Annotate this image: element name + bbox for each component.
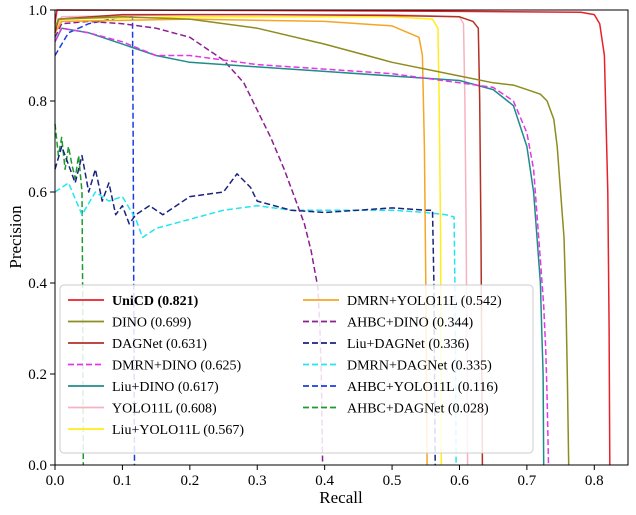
x-tick-label: 0.1 [113,473,132,489]
x-tick-label: 0.8 [585,473,604,489]
legend-label: DMRN+YOLO11L (0.542) [347,294,502,309]
y-tick-label: 0.8 [28,94,47,110]
curve-dino [54,16,570,466]
legend-label: AHBC+DAGNet (0.028) [347,402,489,417]
legend-label: UniCD (0.821) [112,294,199,309]
y-tick-label: 0.4 [28,276,47,292]
x-tick-label: 0.7 [518,473,537,489]
curve-dmrn-dagnet [54,182,457,466]
curve-liu-dagnet [54,145,436,466]
curve-ahbc-dagnet [54,123,85,466]
y-tick-label: 0.2 [28,367,47,383]
curves-layer [54,9,611,466]
curve-dmrn-dino [54,27,550,466]
legend-box [59,284,534,454]
legend-label: AHBC+YOLO11L (0.116) [347,380,498,395]
curve-dagnet [54,13,484,466]
legend-label: YOLO11L (0.608) [112,402,217,417]
x-axis-label: Recall [319,488,363,507]
y-tick-label: 0.6 [28,185,47,201]
legend-label: Liu+DINO (0.617) [112,380,219,395]
legend-label: Liu+YOLO11L (0.567) [112,423,244,438]
curve-dmrn-yolo11l [54,18,428,466]
x-tick-label: 0.2 [180,473,199,489]
y-tick-label: 1.0 [28,3,47,19]
legend-label: Liu+DAGNet (0.336) [347,337,470,352]
legend: UniCD (0.821) DINO (0.699) DAGNet (0.631) D… [59,284,534,454]
legend-label: DINO (0.699) [112,316,192,331]
curve-liu-dino [54,27,545,466]
legend-label: AHBC+DINO (0.344) [347,316,473,331]
x-tick-label: 0.5 [383,473,402,489]
ticks-layer: 0.0 0.1 0.2 0.3 0.4 0.5 0.6 0.7 0.8 0.0 0.2 0.4 0.6 0… [28,3,603,489]
legend-label: DAGNet (0.631) [112,337,207,352]
x-tick-label: 0.3 [248,473,267,489]
x-tick-label: 0.4 [315,473,334,489]
legend-label: DMRN+DAGNet (0.335) [347,359,492,374]
y-axis-label: Precision [6,205,25,269]
x-tick-label: 0.6 [450,473,469,489]
curve-liu-yolo11l [54,16,443,466]
y-tick-label: 0.0 [28,458,47,474]
legend-label: DMRN+DINO (0.625) [112,359,242,374]
x-tick-label: 0.0 [46,473,65,489]
plot-frame [54,9,629,466]
